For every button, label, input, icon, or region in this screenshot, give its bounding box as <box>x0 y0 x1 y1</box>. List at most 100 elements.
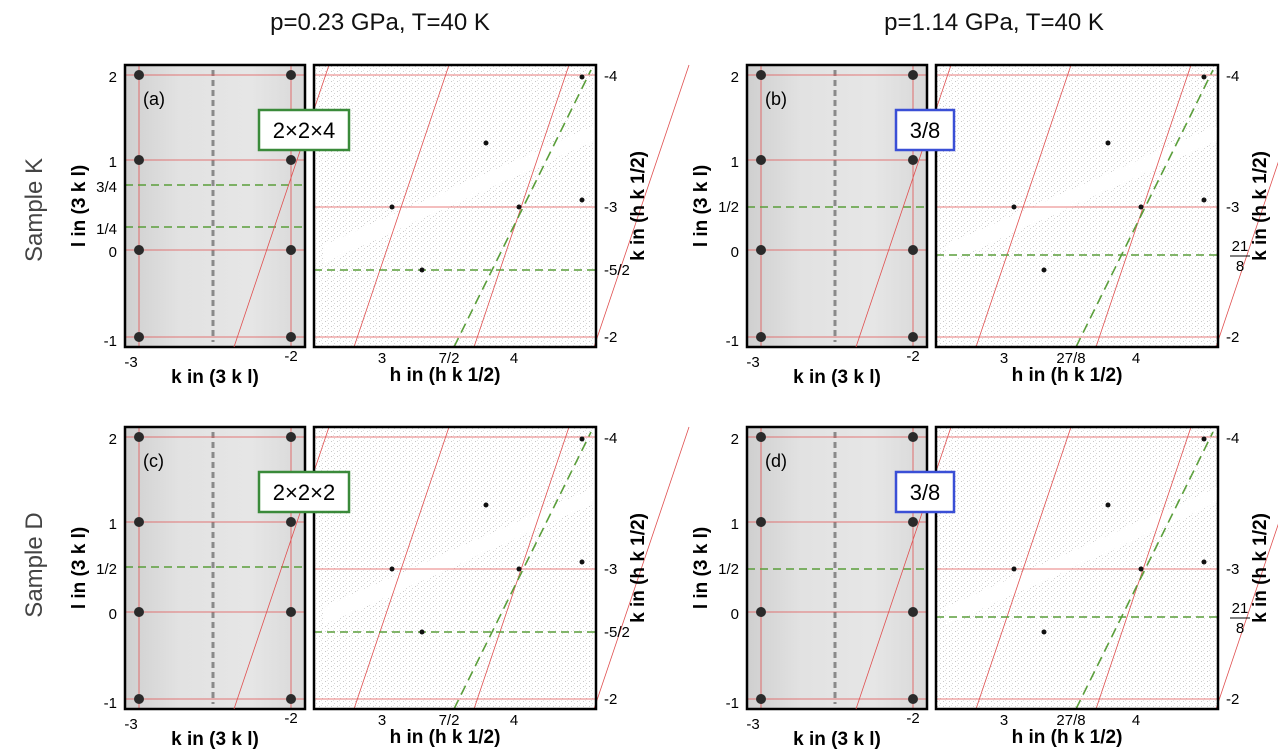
row-label-sample-k: Sample K <box>21 158 48 262</box>
tick-label: -2 <box>1226 329 1239 346</box>
map-hk-frame <box>934 425 1220 711</box>
grid-line <box>593 64 690 348</box>
x-axis-label-3kl: k in (3 k l) <box>171 729 259 750</box>
tick-label: 4 <box>1132 712 1140 729</box>
tick-label: 1 <box>731 516 739 533</box>
bragg-spot <box>756 432 766 442</box>
bragg-spot <box>908 607 918 617</box>
bragg-spot <box>908 70 918 80</box>
tick-label: 2 <box>109 69 117 86</box>
grid-line <box>593 426 690 710</box>
panel-b: (b)211/20-1-3 -2k in (3 k l)l in (3 k l)-… <box>691 63 1278 388</box>
tick-label: -2 <box>284 348 297 365</box>
tick-label: 0 <box>109 606 117 623</box>
tick-label: -4 <box>1226 430 1239 447</box>
bragg-spot <box>1105 502 1111 508</box>
tick-label: -3 <box>1226 561 1239 578</box>
tick-label: 21 <box>1232 238 1249 255</box>
tick-label: 1 <box>109 154 117 171</box>
grid-line <box>1215 523 1278 710</box>
y-axis-label-3kl: l in (3 k l) <box>691 165 712 247</box>
tick-label: -1 <box>726 333 739 350</box>
y-axis-label-3kl: l in (3 k l) <box>69 165 90 247</box>
grid-line <box>1215 161 1278 348</box>
tick-label: -1 <box>726 695 739 712</box>
grid-line <box>1095 426 1192 710</box>
row-label-sample-d: Sample D <box>21 512 48 617</box>
wavevector-label: 2×2×4 <box>273 118 335 143</box>
bragg-spot <box>756 694 766 704</box>
tick-label: -3 <box>604 561 617 578</box>
bragg-spot <box>516 204 522 210</box>
bragg-spot <box>134 332 144 342</box>
tick-label: 1/4 <box>96 221 117 238</box>
map-hk-background <box>314 427 596 709</box>
x-axis-label-3kl: k in (3 k l) <box>793 729 881 750</box>
tick-label: -4 <box>1226 68 1239 85</box>
bragg-spot <box>908 245 918 255</box>
bragg-spot <box>134 432 144 442</box>
map-hk-frame <box>312 63 598 349</box>
panel-d: (d)211/20-1-3 -2k in (3 k l)l in (3 k l)-… <box>691 425 1278 750</box>
map-hk-background <box>936 427 1218 709</box>
tick-label: 1/2 <box>718 199 739 216</box>
y-axis-label-3kl: l in (3 k l) <box>69 527 90 609</box>
bragg-spot <box>419 267 425 273</box>
tick-label: -2 <box>906 710 919 727</box>
grid-line <box>353 64 450 348</box>
bragg-spot <box>756 332 766 342</box>
panel-label: (a) <box>143 89 165 109</box>
tick-label: 7/2 <box>439 350 460 367</box>
tick-label: -2 <box>906 348 919 365</box>
bragg-spot <box>134 517 144 527</box>
dashed-line <box>1075 431 1214 710</box>
dashed-line <box>1075 69 1214 348</box>
tick-label: 21 <box>1232 600 1249 617</box>
bragg-spot <box>286 607 296 617</box>
tick-label: -3 <box>124 354 137 371</box>
tick-label: 7/2 <box>439 712 460 729</box>
bragg-spot <box>908 332 918 342</box>
x-axis-label-3kl: k in (3 k l) <box>171 367 259 388</box>
tick-label: 27/8 <box>1056 712 1085 729</box>
bragg-spot <box>1201 559 1207 565</box>
bragg-spot <box>286 245 296 255</box>
tick-label: -2 <box>284 710 297 727</box>
tick-label: -5/2 <box>604 624 630 641</box>
tick-label: -5/2 <box>604 262 630 279</box>
bragg-spot <box>1138 566 1144 572</box>
tick-label: 0 <box>731 244 739 261</box>
bragg-spot <box>134 155 144 165</box>
tick-label: 4 <box>510 712 518 729</box>
tick-label: 8 <box>1236 620 1244 637</box>
wavevector-box <box>257 470 351 514</box>
bragg-spot <box>1011 204 1017 210</box>
wavevector-box <box>894 470 956 514</box>
bragg-spot <box>286 70 296 80</box>
x-axis-label-3kl: k in (3 k l) <box>793 367 881 388</box>
tick-label: -2 <box>604 329 617 346</box>
bragg-spot <box>286 694 296 704</box>
tick-label: -4 <box>604 430 617 447</box>
wavevector-box <box>894 108 956 152</box>
tick-label: 0 <box>109 244 117 261</box>
bragg-spot <box>483 140 489 146</box>
wavevector-label: 3/8 <box>910 118 941 143</box>
tick-label: 1 <box>731 154 739 171</box>
bragg-spot <box>756 517 766 527</box>
map-3kl-frame <box>745 425 929 711</box>
x-axis-label-hk: h in (h k 1/2) <box>1012 727 1123 748</box>
tick-label: -1 <box>104 695 117 712</box>
map-3kl-frame <box>123 63 307 349</box>
grid-line <box>1095 64 1192 348</box>
bragg-spot <box>756 155 766 165</box>
panel-label: (d) <box>765 451 787 471</box>
tick-label: -4 <box>604 68 617 85</box>
y-axis-label-hk: k in (h k 1/2) <box>1250 151 1271 261</box>
detector-gap <box>324 487 596 625</box>
grid-line <box>353 426 450 710</box>
y-axis-label-hk: k in (h k 1/2) <box>628 513 649 623</box>
tick-label: 1 <box>109 516 117 533</box>
bragg-spot <box>908 432 918 442</box>
tick-label: 3 <box>378 712 386 729</box>
